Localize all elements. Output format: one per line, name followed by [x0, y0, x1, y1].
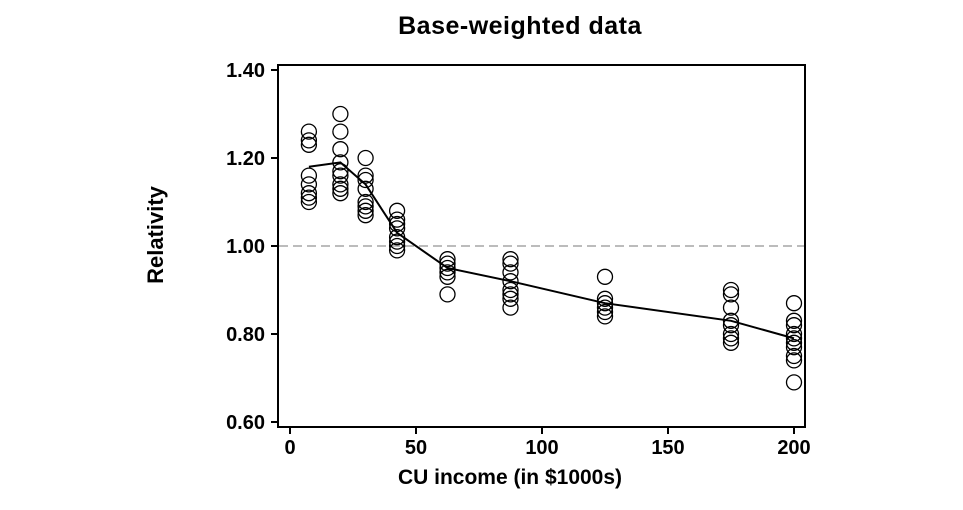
x-tick-label: 200 [777, 437, 810, 459]
trend-line [308, 161, 795, 340]
scatter-point [722, 330, 740, 347]
scatter-point [357, 149, 374, 167]
x-tick-label: 0 [284, 437, 295, 459]
scatter-point [388, 202, 406, 219]
scatter-point [388, 211, 406, 228]
scatter-point [332, 123, 349, 140]
scatter-point [332, 154, 349, 171]
scatter-point [502, 290, 519, 307]
scatter-point [785, 325, 803, 343]
scatter-point [357, 207, 374, 224]
y-tick-label: 1.00 [226, 236, 265, 258]
scatter-point [596, 308, 614, 325]
x-tick-label: 150 [651, 437, 684, 459]
scatter-point [332, 105, 349, 123]
scatter-point [596, 295, 614, 312]
scatter-point [300, 193, 318, 211]
scatter-point [502, 286, 519, 303]
scatter-point [332, 185, 349, 202]
y-tick-label: 1.20 [226, 148, 265, 170]
scatter-point [785, 334, 803, 351]
scatter-point [596, 303, 614, 321]
scatter-point [300, 189, 318, 206]
chart-title: Base-weighted data [398, 12, 642, 40]
scatter-point [300, 176, 318, 193]
scatter-point [722, 299, 740, 316]
scatter-point [388, 237, 406, 255]
scatter-point [300, 185, 318, 202]
scatter-point [722, 317, 740, 334]
scatter-point [332, 163, 349, 180]
scatter-point [357, 193, 374, 211]
y-axis-title: Relativity [143, 186, 168, 284]
scatter-point [785, 295, 803, 312]
scatter-point [388, 233, 406, 250]
scatter-point [502, 264, 519, 281]
scatter-point [722, 286, 740, 303]
scatter-point [785, 339, 803, 356]
scatter-point [388, 215, 406, 233]
scatter-point [300, 123, 318, 140]
scatter-point [722, 312, 740, 329]
y-tick-label: 0.80 [226, 324, 265, 346]
scatter-point [439, 264, 456, 281]
scatter-point [332, 167, 349, 184]
scatter-point [388, 242, 406, 259]
scatter-point [596, 290, 614, 307]
scatter-point [439, 268, 456, 285]
scatter-point [596, 299, 614, 316]
scatter-point [439, 255, 456, 272]
scatter-point [357, 171, 374, 189]
scatter-point [502, 299, 519, 316]
scatter-point [332, 176, 349, 193]
x-axis-title: CU income (in $1000s) [397, 466, 623, 489]
x-tick-label: 50 [405, 437, 427, 459]
scatter-point [502, 255, 519, 272]
scatter-point [439, 286, 456, 303]
x-tick-label: 100 [525, 437, 558, 459]
scatter-point [332, 180, 349, 197]
scatter-point [785, 330, 803, 347]
scatter-point [357, 167, 374, 184]
scatter-point [722, 325, 740, 343]
scatter-point [357, 198, 374, 215]
scatter-point [388, 220, 406, 237]
scatter-point [502, 251, 519, 268]
scatter-point [785, 317, 803, 334]
scatter-point [300, 132, 318, 149]
scatter-point [357, 202, 374, 219]
scatter-point [722, 334, 740, 351]
scatter-point [785, 374, 803, 391]
scatter-point [596, 268, 614, 285]
scatter-point [785, 352, 803, 369]
scatter-point [439, 259, 456, 277]
scatter-point [502, 281, 519, 299]
scatter-point [722, 281, 740, 299]
scatter-point [300, 167, 318, 184]
scatter-point [502, 273, 519, 290]
scatter-point [785, 347, 803, 365]
scatter-point [300, 136, 318, 153]
y-tick-label: 1.40 [226, 60, 265, 82]
scatter-point [388, 229, 406, 246]
scatter-point [357, 180, 374, 197]
scatter-point [439, 251, 456, 268]
scatter-point [785, 312, 803, 329]
y-tick-label: 0.60 [226, 412, 265, 434]
scatter-point [332, 141, 349, 158]
